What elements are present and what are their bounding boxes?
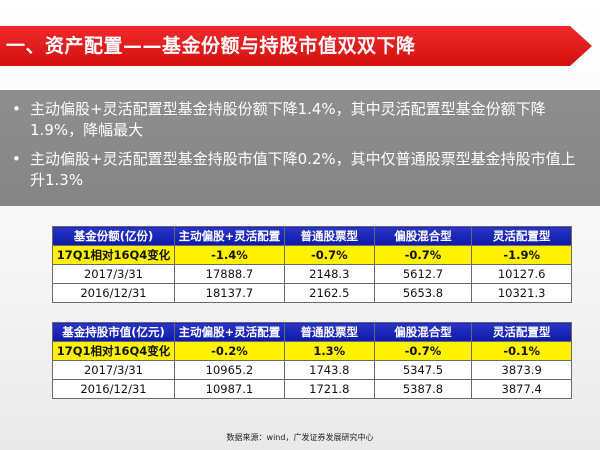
column-header: 偏股混合型	[373, 322, 473, 342]
table-cell: 3873.9	[471, 360, 572, 380]
table-header-row: 基金份额(亿份) 主动偏股+灵活配置 普通股票型 偏股混合型 灵活配置型	[52, 226, 572, 246]
table-cell: -0.1%	[471, 341, 572, 361]
fund-share-table: 基金份额(亿份) 主动偏股+灵活配置 普通股票型 偏股混合型 灵活配置型 17Q…	[52, 226, 572, 303]
column-header: 主动偏股+灵活配置	[173, 322, 285, 342]
fund-holding-value-table: 基金持股市值(亿元) 主动偏股+灵活配置 普通股票型 偏股混合型 灵活配置型 1…	[52, 322, 572, 399]
column-header: 基金持股市值(亿元)	[52, 322, 175, 342]
table-cell: -0.7%	[283, 245, 375, 265]
table-cell: 10321.3	[471, 283, 572, 303]
page-title: 一、资产配置——基金份额与持股市值双双下降	[0, 26, 592, 66]
bullet-dot-icon: •	[12, 150, 21, 168]
table-row: 2017/3/31 17888.7 2148.3 5612.7 10127.6	[52, 264, 572, 284]
column-header: 普通股票型	[283, 226, 375, 246]
table-cell: 2162.5	[283, 283, 375, 303]
table-cell: 2016/12/31	[52, 283, 175, 303]
column-header: 普通股票型	[283, 322, 375, 342]
table-cell: -0.7%	[373, 245, 473, 265]
column-header: 偏股混合型	[373, 226, 473, 246]
bullet-text: 主动偏股+灵活配置型基金持股市值下降0.2%，其中仅普通股票型基金持股市值上升1…	[30, 150, 576, 189]
column-header: 主动偏股+灵活配置	[173, 226, 285, 246]
table-cell: -0.7%	[373, 341, 473, 361]
table-cell: 5347.5	[373, 360, 473, 380]
column-header: 基金份额(亿份)	[52, 226, 175, 246]
table-cell: -1.9%	[471, 245, 572, 265]
bullet-item: • 主动偏股+灵活配置型基金持股市值下降0.2%，其中仅普通股票型基金持股市值上…	[12, 149, 590, 191]
table-cell: 2017/3/31	[52, 360, 175, 380]
table-cell: 1721.8	[283, 379, 375, 399]
table-cell: 1.3%	[283, 341, 375, 361]
table-row: 2017/3/31 10965.2 1743.8 5347.5 3873.9	[52, 360, 572, 380]
table-row-change: 17Q1相对16Q4变化 -0.2% 1.3% -0.7% -0.1%	[52, 341, 572, 361]
table-cell: 3877.4	[471, 379, 572, 399]
table-row-change: 17Q1相对16Q4变化 -1.4% -0.7% -0.7% -1.9%	[52, 245, 572, 265]
table-cell: 2148.3	[283, 264, 375, 284]
table-cell: -0.2%	[173, 341, 285, 361]
table-row: 2016/12/31 10987.1 1721.8 5387.8 3877.4	[52, 379, 572, 399]
table-cell: 17Q1相对16Q4变化	[52, 341, 175, 361]
table-cell: 5612.7	[373, 264, 473, 284]
table-cell: 5653.8	[373, 283, 473, 303]
bullet-text: 主动偏股+灵活配置型基金持股份额下降1.4%，其中灵活配置型基金份额下降1.9%…	[30, 100, 546, 139]
table-cell: 2016/12/31	[52, 379, 175, 399]
data-source-note: 数据来源：wind，广发证券发展研究中心	[226, 433, 374, 442]
table-cell: 1743.8	[283, 360, 375, 380]
table-cell: 17Q1相对16Q4变化	[52, 245, 175, 265]
table-cell: 10987.1	[173, 379, 285, 399]
bullet-panel: • 主动偏股+灵活配置型基金持股份额下降1.4%，其中灵活配置型基金份额下降1.…	[0, 90, 600, 206]
table-cell: 10965.2	[173, 360, 285, 380]
table-cell: -1.4%	[173, 245, 285, 265]
table-cell: 17888.7	[173, 264, 285, 284]
table-cell: 5387.8	[373, 379, 473, 399]
column-header: 灵活配置型	[471, 226, 572, 246]
table-cell: 10127.6	[471, 264, 572, 284]
table-header-row: 基金持股市值(亿元) 主动偏股+灵活配置 普通股票型 偏股混合型 灵活配置型	[52, 322, 572, 342]
table-cell: 18137.7	[173, 283, 285, 303]
table-row: 2016/12/31 18137.7 2162.5 5653.8 10321.3	[52, 283, 572, 303]
bullet-dot-icon: •	[12, 100, 21, 118]
column-header: 灵活配置型	[471, 322, 572, 342]
bullet-item: • 主动偏股+灵活配置型基金持股份额下降1.4%，其中灵活配置型基金份额下降1.…	[12, 99, 590, 141]
table-cell: 2017/3/31	[52, 264, 175, 284]
